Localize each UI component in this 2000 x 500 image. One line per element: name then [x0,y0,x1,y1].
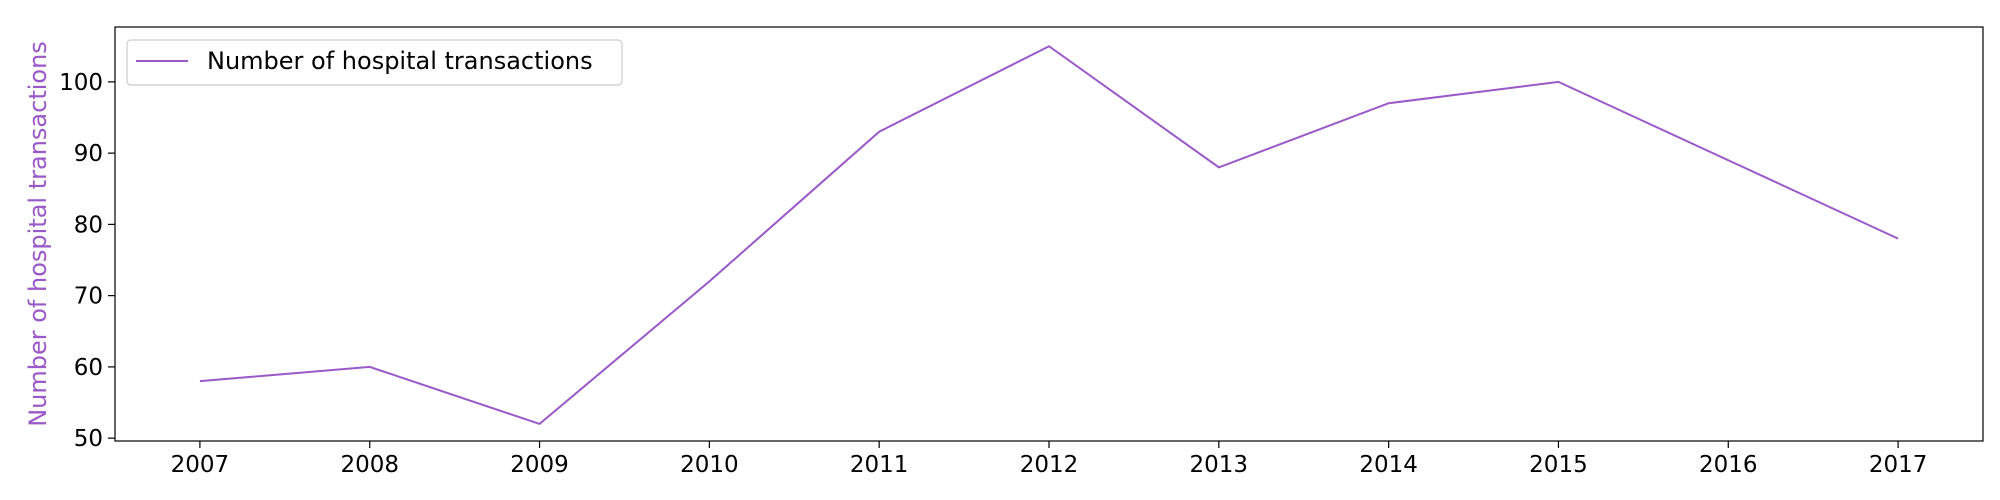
plot-area [114,26,1984,442]
series-layer [199,45,1899,426]
legend: Number of hospital transactions [126,39,623,86]
plot-frame [114,26,1984,442]
x-tick-label: 2011 [850,452,909,478]
legend-label: Number of hospital transactions [207,47,593,75]
x-tick-label: 2014 [1359,452,1418,478]
x-tick-label: 2010 [680,452,739,478]
x-tick-label: 2009 [510,452,569,478]
x-tick-label: 2015 [1529,452,1588,478]
x-tick-label: 2013 [1190,452,1249,478]
legend-box [126,39,623,86]
y-axis-label: Number of hospital transactions [24,41,52,427]
series-line [199,45,1899,426]
y-tick-label: 60 [74,355,103,381]
x-tick-label: 2016 [1699,452,1758,478]
x-axis: 2007 2008 2009 2010 2011 2012 2013 2014 2015 2016… [171,441,1928,478]
y-tick-label: 50 [74,426,103,452]
x-tick-label: 2008 [340,452,399,478]
y-tick-label: 100 [59,70,103,96]
y-tick-label: 80 [74,212,103,238]
y-tick-label: 70 [74,284,103,310]
y-axis: 50 60 70 80 90 100 [59,70,115,452]
x-tick-label: 2012 [1020,452,1079,478]
x-tick-label: 2007 [171,452,230,478]
y-tick-label: 90 [74,141,103,167]
x-tick-label: 2017 [1869,452,1928,478]
